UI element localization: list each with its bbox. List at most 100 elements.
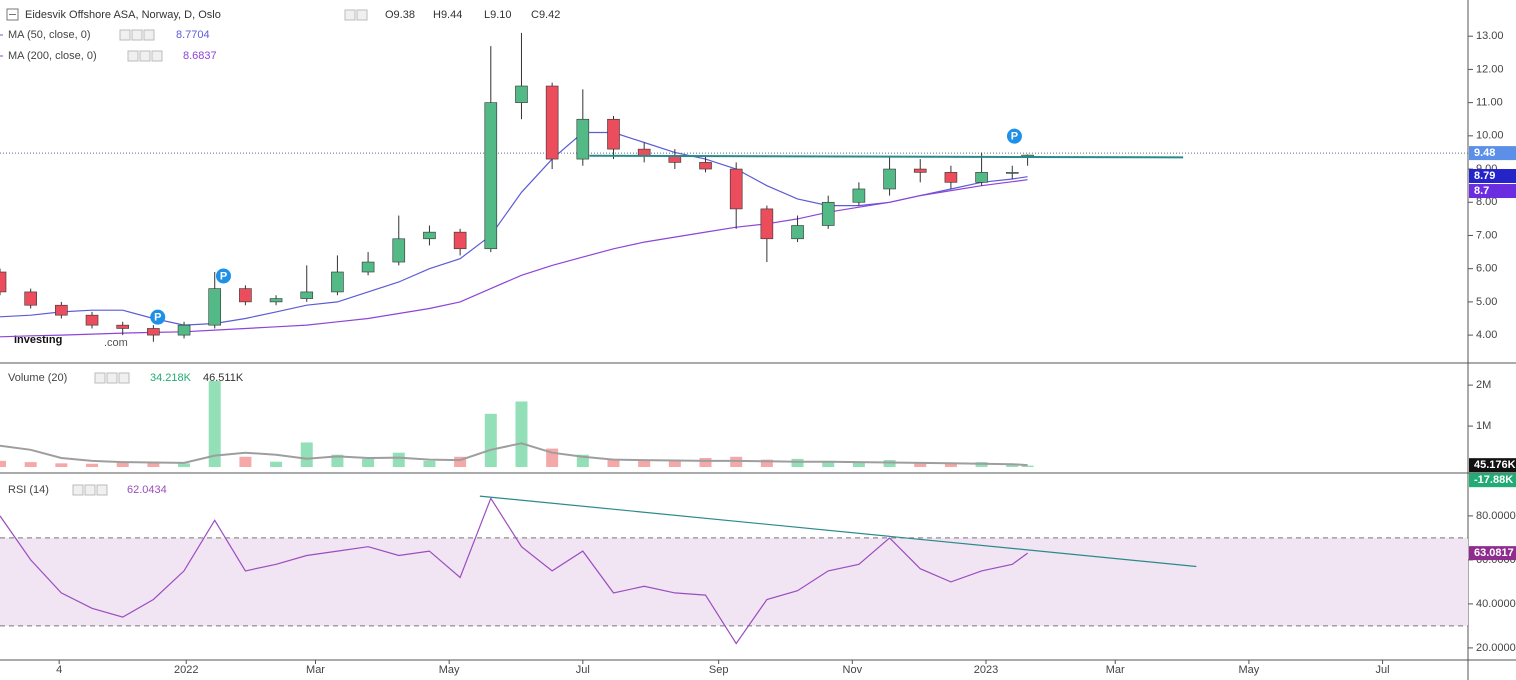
event-marker-label: P [220, 270, 227, 282]
settings-icon[interactable] [356, 9, 368, 21]
price-badge [1469, 184, 1516, 199]
volume-bar [392, 452, 405, 468]
settings-icon[interactable] [143, 29, 155, 41]
x-tick-label: Jul [576, 664, 590, 676]
candle-body [116, 324, 129, 329]
x-tick-label: Mar [1106, 664, 1125, 676]
settings-icon[interactable] [118, 372, 130, 384]
volume-bar [178, 463, 191, 468]
volume-bar [1021, 465, 1034, 468]
settings-icon[interactable] [72, 484, 84, 496]
x-tick-label: Mar [306, 664, 325, 676]
settings-icon[interactable] [139, 50, 151, 62]
volume-bar [914, 462, 927, 468]
candle-body [1005, 172, 1019, 174]
collapse-icon[interactable] [6, 8, 19, 21]
settings-icon[interactable] [96, 484, 108, 496]
price-badge [1469, 169, 1516, 184]
volume-bar [0, 460, 6, 468]
settings-icon[interactable] [94, 372, 106, 384]
watermark: Investing [14, 334, 62, 346]
volume-bar [484, 413, 497, 468]
price-badge-label: 9.48 [1474, 147, 1495, 159]
candle-body [0, 271, 7, 293]
candle-body [24, 291, 37, 306]
candle-body [760, 208, 774, 240]
settings-icon[interactable] [131, 29, 143, 41]
price-badge [1469, 546, 1516, 561]
rsi-line [0, 496, 1028, 645]
candle-body [607, 118, 620, 150]
y-tick-label: 6.00 [1476, 263, 1497, 275]
candle-body [484, 102, 498, 250]
event-marker[interactable] [150, 309, 166, 325]
trendline [589, 154, 1184, 159]
legend-value: 46.511K [203, 372, 244, 384]
settings-icon[interactable] [119, 29, 131, 41]
volume-bar [668, 460, 681, 468]
candle-body [883, 168, 896, 190]
candle-body [300, 291, 314, 299]
volume-bar [24, 462, 37, 468]
trendline [479, 495, 1197, 568]
y-tick-label: 4.00 [1476, 329, 1497, 341]
volume-bar [362, 458, 375, 468]
x-tick-label: Jul [1376, 664, 1390, 676]
volume-bar [116, 462, 129, 468]
event-marker[interactable] [1006, 128, 1022, 144]
event-marker[interactable] [215, 268, 231, 284]
candle-body [576, 118, 590, 160]
volume-bar [454, 456, 467, 468]
ohlc-value: O9.38 [385, 9, 415, 21]
volume-bar [208, 381, 221, 468]
price-badge-label: 63.0817 [1474, 547, 1514, 559]
moving-average-line [0, 179, 1028, 338]
y-tick-label: 80.0000 [1476, 510, 1516, 522]
candle-body [515, 85, 528, 103]
volume-bar [699, 458, 712, 468]
candle-body [944, 172, 958, 183]
settings-icon[interactable] [106, 372, 118, 384]
legend-value: 34.218K [150, 372, 192, 384]
candle-body [239, 288, 252, 303]
y-tick-label: 12.00 [1476, 63, 1504, 75]
volume-bar [147, 462, 160, 468]
settings-icon[interactable] [127, 50, 139, 62]
settings-icon[interactable] [151, 50, 163, 62]
legend-value: 62.0434 [127, 484, 167, 496]
volume-bar [607, 458, 620, 468]
x-tick-label: 2023 [974, 664, 998, 676]
candle-body [208, 288, 222, 326]
rsi-band [0, 537, 1468, 626]
y-tick-label: 13.00 [1476, 30, 1504, 42]
volume-bar [760, 459, 773, 468]
y-tick-label: 2M [1476, 379, 1491, 391]
candle-body [545, 85, 559, 160]
price-badge [1469, 146, 1516, 161]
event-marker-label: P [1011, 131, 1018, 143]
y-tick-label: 5.00 [1476, 296, 1497, 308]
candle-body [453, 231, 467, 250]
volume-bar [638, 459, 651, 468]
settings-icon[interactable] [84, 484, 96, 496]
volume-bar [944, 463, 957, 468]
candle-body [821, 201, 835, 226]
volume-bar [852, 462, 865, 468]
price-badge-label: -17.88K [1474, 474, 1513, 486]
pane-title: RSI (14) [8, 484, 49, 496]
volume-bar [883, 460, 896, 468]
volume-bar [822, 460, 835, 468]
ohlc-value: H9.44 [433, 9, 462, 21]
volume-bar [270, 461, 283, 468]
settings-icon[interactable] [344, 9, 356, 21]
candle-body [55, 304, 68, 316]
volume-bar [55, 463, 68, 468]
x-tick-label: May [1239, 664, 1260, 676]
candle-body [392, 238, 406, 263]
x-tick-label: 2022 [174, 664, 198, 676]
volume-bar [791, 458, 804, 468]
volume-bar [86, 463, 99, 468]
candle-body [729, 168, 743, 210]
y-tick-label: 7.00 [1476, 229, 1497, 241]
x-tick-label: Sep [709, 664, 729, 676]
